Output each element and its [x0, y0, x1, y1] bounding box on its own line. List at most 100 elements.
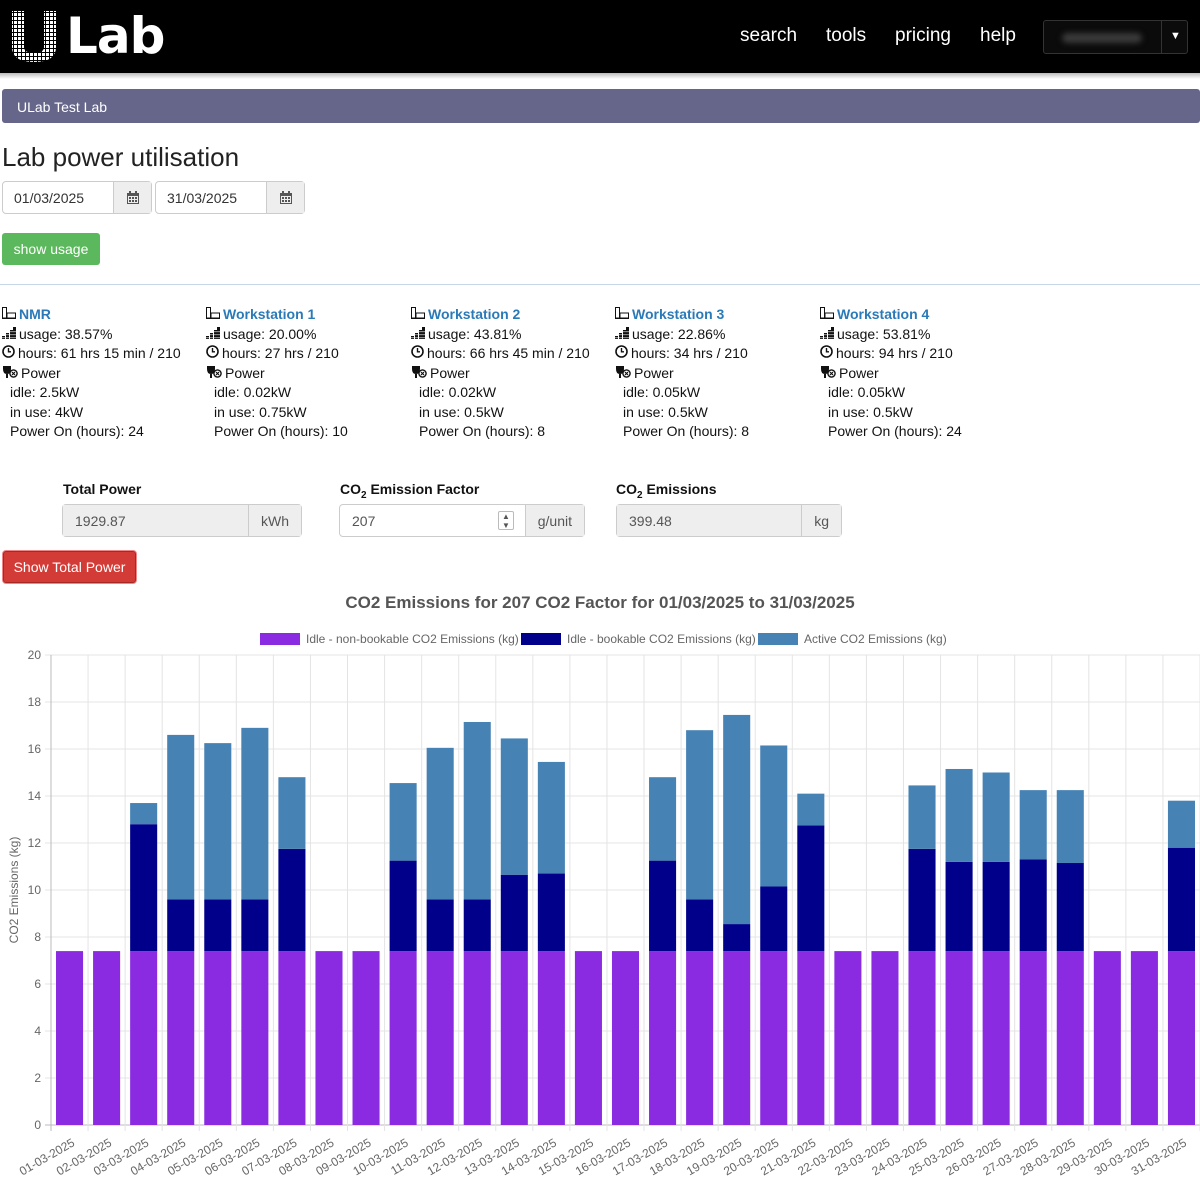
logo-text: Lab: [66, 7, 165, 65]
instrument-title[interactable]: NMR: [2, 305, 202, 325]
emission-factor-label: CO2 Emission Factor: [340, 481, 480, 501]
nav-help[interactable]: help: [980, 25, 1016, 46]
bar-segment-idle-nonbookable: [982, 951, 1010, 1125]
bar-segment-idle-nonbookable: [945, 951, 973, 1125]
bar-segment-idle-nonbookable: [241, 951, 269, 1125]
bar-segment-idle-bookable: [760, 886, 788, 952]
instrument-icon: [411, 305, 428, 325]
power-row: Power: [206, 364, 406, 384]
bar-segment-idle-nonbookable: [649, 951, 677, 1125]
bar-segment-idle-bookable: [426, 899, 454, 952]
instrument-name-link[interactable]: NMR: [19, 306, 51, 322]
calendar-icon[interactable]: [113, 182, 151, 213]
user-name-redacted: [1062, 33, 1142, 43]
bar-segment-idle-nonbookable: [389, 951, 417, 1125]
y-tick-label: 6: [34, 977, 41, 991]
y-tick-label: 20: [28, 648, 42, 662]
bar-segment-active: [204, 743, 232, 900]
bar-segment-idle-nonbookable: [426, 951, 454, 1125]
legend-swatch: [521, 633, 561, 645]
plug-icon: [2, 364, 21, 384]
bar-segment-idle-nonbookable: [315, 951, 343, 1125]
hours-text: hours: 27 hrs / 210: [222, 345, 339, 361]
bar-segment-idle-nonbookable: [834, 951, 862, 1125]
instrument-name-link[interactable]: Workstation 4: [837, 306, 930, 322]
bar-segment-idle-bookable: [130, 824, 158, 952]
hours-row: hours: 94 hrs / 210: [820, 344, 1020, 364]
bar-segment-idle-bookable: [723, 924, 751, 952]
bar-chart-icon: [820, 325, 837, 345]
y-tick-label: 14: [28, 789, 42, 803]
legend-active[interactable]: Active CO2 Emissions (kg): [758, 632, 947, 646]
bar-segment-idle-nonbookable: [1167, 951, 1195, 1125]
in-use-power: in use: 0.5kW: [419, 403, 504, 420]
bar-segment-idle-nonbookable: [167, 951, 195, 1125]
bar-segment-idle-bookable: [167, 899, 195, 952]
instrument-name-link[interactable]: Workstation 2: [428, 306, 521, 322]
show-total-power-button[interactable]: Show Total Power: [3, 551, 136, 583]
date-from-picker[interactable]: 01/03/2025: [2, 181, 152, 214]
co2-emissions-chart: 0246810121416182001-03-202502-03-202503-…: [7, 648, 1200, 1178]
emission-factor-field[interactable]: 207 ▲ ▼ g/unit: [339, 504, 585, 537]
site-logo[interactable]: Lab: [10, 7, 165, 65]
nav-pricing[interactable]: pricing: [895, 25, 951, 46]
instrument-icon: [206, 305, 223, 325]
emissions-field: 399.48 kg: [616, 504, 842, 537]
clock-icon: [820, 344, 836, 364]
instrument-name-link[interactable]: Workstation 1: [223, 306, 316, 322]
number-spinner[interactable]: ▲ ▼: [498, 511, 514, 530]
usage-text: usage: 53.81%: [837, 325, 931, 342]
date-to-picker[interactable]: 31/03/2025: [155, 181, 305, 214]
instrument-title[interactable]: Workstation 3: [615, 305, 815, 325]
instrument-icon: [820, 305, 837, 325]
in-use-power: in use: 0.5kW: [828, 403, 913, 420]
idle-power: idle: 0.02kW: [214, 384, 292, 400]
usage-row: usage: 20.00%: [206, 325, 406, 345]
emission-factor-input[interactable]: 207: [352, 513, 376, 529]
y-tick-label: 18: [28, 695, 42, 709]
legend-idle-bookable[interactable]: Idle - bookable CO2 Emissions (kg): [521, 632, 756, 646]
bar-segment-idle-bookable: [649, 860, 677, 952]
bar-segment-idle-nonbookable: [278, 951, 306, 1125]
usage-row: usage: 22.86%: [615, 325, 815, 345]
y-tick-label: 8: [34, 930, 41, 944]
instrument-title[interactable]: Workstation 1: [206, 305, 406, 325]
plug-icon: [615, 364, 634, 384]
caret-down-icon[interactable]: ▼: [1170, 30, 1181, 42]
nav-tools[interactable]: tools: [826, 25, 867, 46]
date-to-input[interactable]: 31/03/2025: [167, 190, 238, 206]
idle-power: idle: 0.05kW: [623, 384, 701, 400]
nav-search[interactable]: search: [740, 25, 798, 46]
bar-segment-idle-bookable: [278, 848, 306, 952]
date-from-input[interactable]: 01/03/2025: [14, 190, 85, 206]
calendar-icon[interactable]: [266, 182, 304, 213]
instrument-name-link[interactable]: Workstation 3: [632, 306, 725, 322]
section-divider: [0, 284, 1200, 285]
y-tick-label: 2: [34, 1071, 41, 1085]
bar-segment-idle-bookable: [241, 899, 269, 952]
instrument-title[interactable]: Workstation 4: [820, 305, 1020, 325]
clock-icon: [2, 344, 18, 364]
lab-name: ULab Test Lab: [17, 99, 108, 115]
idle-power: idle: 0.05kW: [828, 384, 906, 400]
user-dropdown[interactable]: ▼: [1043, 20, 1188, 54]
bar-segment-idle-bookable: [463, 899, 491, 952]
show-usage-button[interactable]: show usage: [2, 233, 100, 265]
instrument-card: Workstation 2 usage: 43.81% hours: 66 hrs …: [411, 305, 611, 442]
bar-segment-active: [982, 772, 1010, 862]
bar-segment-active: [723, 714, 751, 925]
y-tick-label: 16: [28, 742, 42, 756]
usage-text: usage: 38.57%: [19, 325, 113, 342]
power-on-hours: Power On (hours): 24: [10, 423, 144, 439]
power-label: Power: [430, 364, 470, 381]
hours-row: hours: 66 hrs 45 min / 210: [411, 344, 611, 364]
instrument-title[interactable]: Workstation 2: [411, 305, 611, 325]
plug-icon: [206, 364, 225, 384]
bar-segment-idle-nonbookable: [93, 951, 121, 1125]
bar-segment-idle-nonbookable: [686, 951, 714, 1125]
bar-segment-active: [760, 745, 788, 887]
legend-idle-nonbookable[interactable]: Idle - non-bookable CO2 Emissions (kg): [260, 632, 519, 646]
usage-row: usage: 38.57%: [2, 325, 202, 345]
bar-segment-active: [537, 761, 565, 874]
idle-power: idle: 2.5kW: [10, 384, 80, 400]
